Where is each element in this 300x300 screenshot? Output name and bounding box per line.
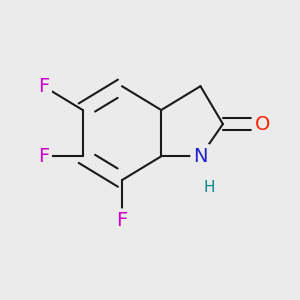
Text: H: H [203,180,214,195]
Text: F: F [38,147,49,166]
Text: F: F [116,211,128,230]
Text: F: F [38,77,49,96]
Text: N: N [193,147,208,166]
Text: O: O [254,115,270,134]
